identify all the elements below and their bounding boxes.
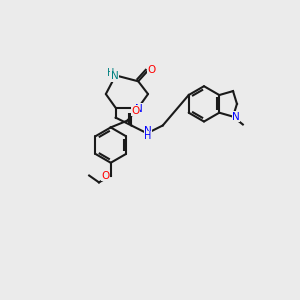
Text: O: O [148,64,156,74]
Text: N: N [232,112,240,122]
Text: H: H [144,131,152,141]
Text: N: N [144,126,152,136]
Text: O: O [102,170,110,181]
Text: N: N [135,104,143,114]
Text: H: H [107,68,114,78]
Text: N: N [111,71,119,81]
Text: O: O [131,106,140,116]
